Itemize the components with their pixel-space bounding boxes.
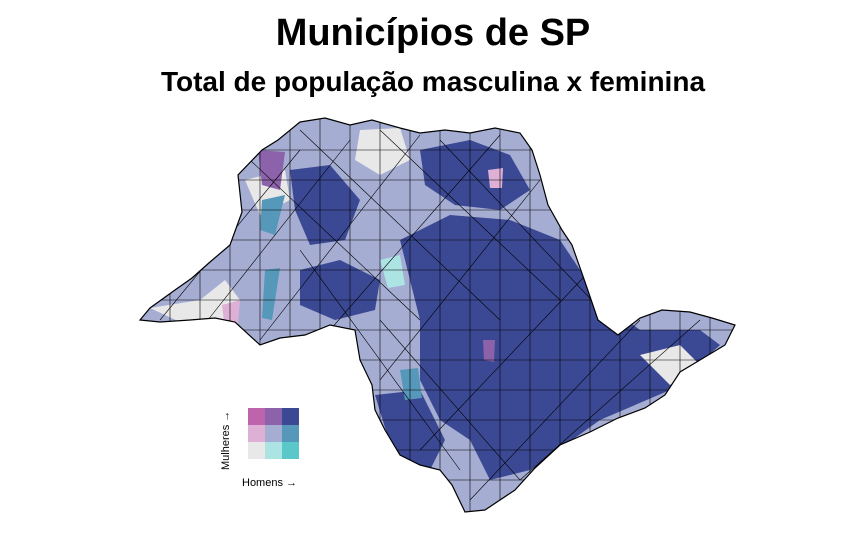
municipalities-men-high [262, 268, 280, 320]
legend-cell [282, 425, 299, 442]
map-title: Municípios de SP [275, 12, 591, 54]
legend-cell [248, 442, 265, 459]
municipalities-high [290, 165, 360, 245]
legend-x-label: Homens → [242, 477, 298, 489]
municipalities-mid-high [483, 340, 495, 362]
map-subtitle: Total de população masculina x feminina [160, 66, 706, 97]
legend-cell [265, 442, 282, 459]
municipalities-low [150, 280, 240, 322]
municipalities-women-mid [488, 168, 503, 188]
municipalities-men-high [400, 368, 422, 400]
legend-cell [248, 408, 265, 425]
municipalities-women-mid [222, 300, 240, 325]
legend-y-label: Mulheres → [220, 410, 232, 470]
legend-cell [265, 425, 282, 442]
municipalities-men-high [260, 195, 285, 235]
legend-cell [265, 408, 282, 425]
municipal-boundaries [140, 118, 735, 512]
bivariate-legend [248, 408, 299, 459]
municipalities-low [355, 128, 410, 175]
municipalities-men-mid [380, 255, 405, 288]
state-outline [138, 117, 736, 513]
legend-cell [248, 425, 265, 442]
municipalities-high [420, 140, 530, 210]
legend-cell [282, 442, 299, 459]
legend-cell [282, 408, 299, 425]
